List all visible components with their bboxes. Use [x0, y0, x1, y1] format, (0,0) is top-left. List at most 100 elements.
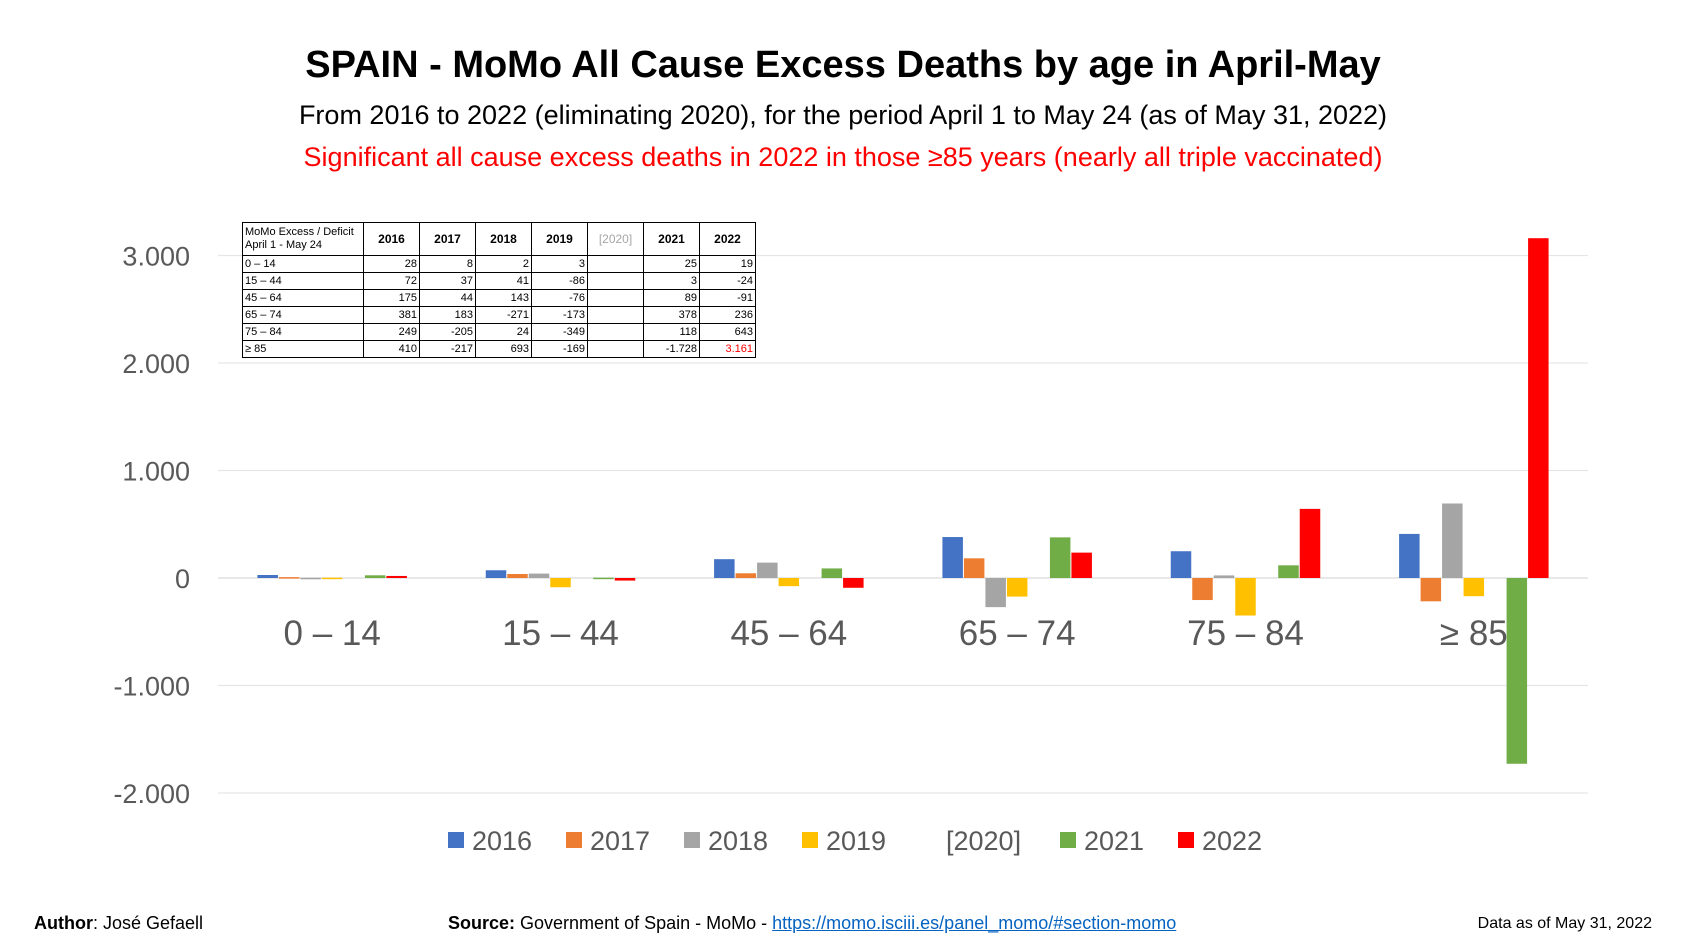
category-label: 15 – 44	[502, 614, 619, 653]
bar-2022-2	[843, 578, 864, 588]
table-cell: 410	[363, 340, 420, 358]
bar-2018-0	[300, 577, 321, 580]
table-cell: -169	[531, 340, 588, 358]
table-cell: 3.161	[699, 340, 756, 358]
bar-2017-5	[1420, 578, 1442, 602]
bar-2019-4	[1235, 578, 1256, 616]
table-year-2018: 2018	[475, 222, 532, 256]
table-cell: 72	[363, 272, 420, 290]
table-cell: 28	[363, 255, 420, 273]
table-cell: 25	[643, 255, 700, 273]
source-link[interactable]: https://momo.isciii.es/panel_momo/#secti…	[772, 913, 1177, 933]
chart-highlight: Significant all cause excess deaths in 2…	[303, 142, 1383, 172]
legend-label: 2016	[472, 826, 532, 856]
table-row-label: 15 – 44	[242, 272, 364, 290]
category-label: 75 – 84	[1187, 614, 1304, 653]
table-cell: -86	[531, 272, 588, 290]
table-header-line2: April 1 - May 24	[245, 239, 323, 251]
legend-label: 2022	[1202, 826, 1262, 856]
table-cell: 3	[643, 272, 700, 290]
bar-2022-4	[1299, 508, 1321, 578]
legend-label: 2019	[826, 826, 886, 856]
table-cell: -205	[419, 323, 476, 341]
bar-2019-3	[1006, 578, 1028, 597]
legend-swatch-2017	[566, 832, 582, 848]
bar-2022-1	[614, 578, 636, 581]
table-cell: 24	[475, 323, 532, 341]
table-cell: 2	[475, 255, 532, 273]
table-cell	[587, 340, 644, 358]
legend-swatch-2021	[1060, 832, 1076, 848]
bar-2018-4	[1213, 575, 1235, 578]
table-cell: 44	[419, 289, 476, 307]
bar-2021-5	[1506, 578, 1528, 764]
category-label: 65 – 74	[959, 614, 1076, 653]
bar-2018-3	[985, 578, 1006, 608]
bar-2018-2	[757, 562, 778, 578]
table-cell: -24	[699, 272, 756, 290]
table-cell	[587, 323, 644, 341]
table-year-2020: [2020]	[587, 222, 644, 256]
source-text: Government of Spain - MoMo -	[515, 913, 773, 933]
table-cell	[587, 289, 644, 307]
table-year-2017: 2017	[419, 222, 476, 256]
table-cell: 378	[643, 306, 700, 324]
table-cell: -1.728	[643, 340, 700, 358]
bar-2021-2	[821, 568, 843, 578]
bar-2016-5	[1399, 533, 1420, 578]
bar-2021-1	[593, 577, 614, 580]
table-row: 75 – 84 249 -205 24 -349 118 643	[242, 323, 756, 341]
table-cell: 693	[475, 340, 532, 358]
y-tick-label: 3.000	[122, 242, 190, 272]
table-cell: 143	[475, 289, 532, 307]
bar-2017-2	[735, 573, 757, 578]
bar-2016-0	[257, 574, 278, 578]
table-row: 15 – 44 72 37 41 -86 3 -24	[242, 272, 756, 290]
table-cell: 3	[531, 255, 588, 273]
bar-2018-1	[528, 573, 550, 578]
data-table-header-row: MoMo Excess / Deficit April 1 - May 24 2…	[242, 222, 756, 256]
bar-2016-1	[485, 570, 507, 578]
table-row-label: 0 – 14	[242, 255, 364, 273]
y-tick-label: 1.000	[122, 457, 190, 487]
table-cell: 249	[363, 323, 420, 341]
bar-2022-0	[386, 575, 407, 578]
bar-2017-0	[278, 577, 300, 579]
bar-2017-3	[963, 558, 985, 578]
legend-label: 2017	[590, 826, 650, 856]
table-year-2019: 2019	[531, 222, 588, 256]
table-cell: -349	[531, 323, 588, 341]
bar-2019-2	[778, 578, 800, 587]
table-cell	[587, 306, 644, 324]
author-name: : José Gefaell	[92, 913, 204, 933]
table-cell: -217	[419, 340, 476, 358]
author-credit: Author: José Gefaell	[34, 913, 203, 934]
bar-2019-5	[1463, 578, 1485, 597]
y-tick-label: -2.000	[113, 779, 190, 809]
table-row-label: ≥ 85	[242, 340, 364, 358]
y-tick-label: 2.000	[122, 349, 190, 379]
table-cell: -76	[531, 289, 588, 307]
table-cell: 37	[419, 272, 476, 290]
table-cell: 175	[363, 289, 420, 307]
data-table-corner: MoMo Excess / Deficit April 1 - May 24	[242, 222, 364, 256]
table-cell	[587, 255, 644, 273]
table-row-label: 75 – 84	[242, 323, 364, 341]
table-cell: 381	[363, 306, 420, 324]
bar-2019-0	[321, 577, 343, 580]
category-label: ≥ 85	[1440, 614, 1508, 653]
table-cell: 118	[643, 323, 700, 341]
data-as-of: Data as of May 31, 2022	[1477, 915, 1652, 932]
table-cell: -173	[531, 306, 588, 324]
bar-2021-4	[1278, 565, 1299, 578]
table-cell: -271	[475, 306, 532, 324]
legend-swatch-2022	[1178, 832, 1194, 848]
table-cell: 236	[699, 306, 756, 324]
chart-subtitle: From 2016 to 2022 (eliminating 2020), fo…	[298, 100, 1388, 130]
table-row: 65 – 74 381 183 -271 -173 378 236	[242, 306, 756, 324]
y-tick-label: 0	[175, 564, 190, 594]
table-cell	[587, 272, 644, 290]
table-cell: -91	[699, 289, 756, 307]
bar-2018-5	[1442, 503, 1463, 578]
